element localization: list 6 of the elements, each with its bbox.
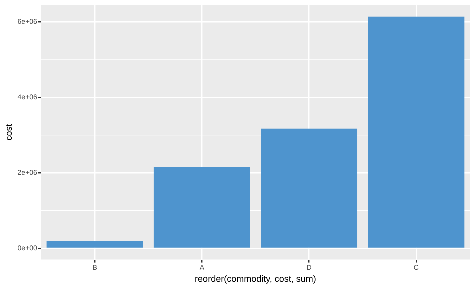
bar	[154, 167, 250, 248]
y-axis-title: cost	[4, 124, 14, 141]
bar	[368, 16, 465, 248]
bar	[46, 240, 144, 248]
x-axis-title: reorder(commodity, cost, sum)	[195, 274, 316, 284]
bar	[261, 128, 358, 248]
